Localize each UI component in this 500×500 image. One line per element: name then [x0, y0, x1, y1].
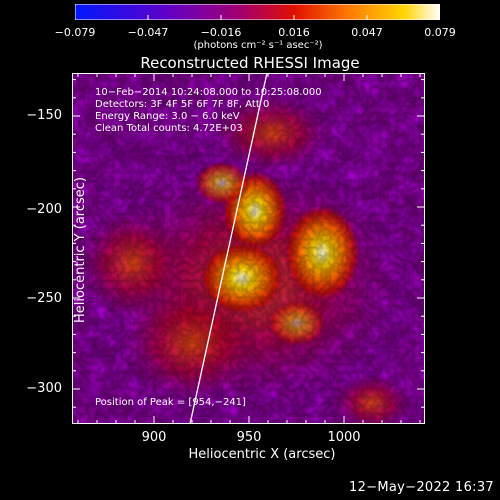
- footer-timestamp: 12−May−2022 16:37: [349, 480, 494, 495]
- peak-position-label: Position of Peak = [954,−241]: [95, 397, 246, 408]
- colorbar: [75, 4, 440, 20]
- colorbar-tick: 0.016: [278, 26, 310, 39]
- colorbar-tick: −0.079: [54, 26, 96, 39]
- x-tick-label: 1000: [327, 430, 361, 445]
- rhessi-image: [72, 73, 425, 424]
- solar-limb-line: [189, 73, 268, 424]
- annotation-counts: Clean Total counts: 4.72E+03: [95, 123, 243, 134]
- colorbar-units: (photons cm⁻² s⁻¹ asec⁻²): [193, 40, 323, 51]
- x-tick-label: 900: [141, 430, 167, 445]
- y-axis-label: Heliocentric Y (arcsec): [72, 177, 88, 323]
- y-tick-label: −300: [26, 381, 62, 396]
- annotation-time: 10−Feb−2014 10:24:08.000 to 10:25:08.000: [95, 87, 322, 98]
- colorbar-tick: −0.016: [200, 26, 242, 39]
- x-axis-label: Heliocentric X (arcsec): [188, 447, 336, 462]
- colorbar-tick: −0.047: [127, 26, 169, 39]
- y-tick-label: −250: [26, 291, 62, 306]
- annotation-detectors: Detectors: 3F 4F 5F 6F 7F 8F, Att 0: [95, 99, 270, 110]
- x-tick-label: 950: [236, 430, 262, 445]
- y-tick-label: −150: [26, 108, 62, 123]
- y-tick-label: −200: [26, 202, 62, 217]
- annotation-energy: Energy Range: 3.0 − 6.0 keV: [95, 111, 240, 122]
- colorbar-tick: 0.047: [351, 26, 383, 39]
- colorbar-tick: 0.079: [424, 26, 456, 39]
- image-title: Reconstructed RHESSI Image: [140, 54, 360, 72]
